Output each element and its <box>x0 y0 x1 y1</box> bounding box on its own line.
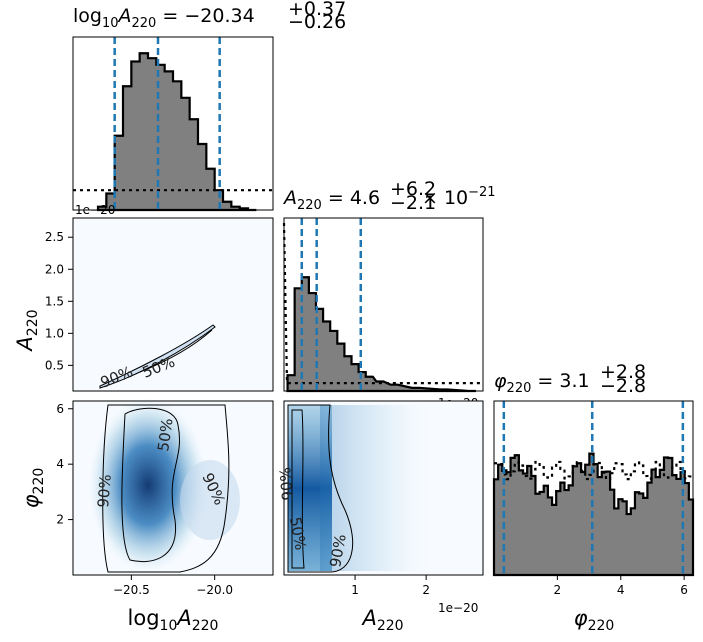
hist-posterior <box>96 52 257 212</box>
ytick-label-A220-2: 2.0 <box>45 262 64 276</box>
xtick-label-phi220-6: 6 <box>680 583 688 597</box>
panel5-offset: 1e−20 <box>438 601 478 615</box>
xtick-label-log10A220--20.5: −20.5 <box>113 583 150 597</box>
panel6-title: φ220 = 3.1 <box>494 370 590 396</box>
contour-label-90a: 90% <box>276 466 297 501</box>
panel-phi220-vs-log10A220: 90% 50% 90% 246 −20.5 −20.0 φ220 log10A22… <box>19 397 274 634</box>
xlabel-A220: A220 <box>360 606 403 634</box>
ytick-label-phi220-2: 2 <box>56 513 64 527</box>
ytick-label-A220-0.5: 0.5 <box>45 358 64 372</box>
xtick-label-phi220-2: 2 <box>554 583 562 597</box>
ytick-label-A220-1.5: 1.5 <box>45 294 64 308</box>
xtick-label-A220-1: 1 <box>351 583 359 597</box>
panel-A220-hist: 1e−20 A220 = 4.6 +6.2 −2.1 × 10−21 <box>282 178 496 410</box>
ytick-label-phi220-4: 4 <box>56 457 64 471</box>
panel-phi220-vs-A220: 90% 50% 90% 1 2 1e−20 A220 <box>276 400 484 634</box>
contour-50 <box>121 407 180 563</box>
contour-90 <box>287 404 354 573</box>
contour-label-90b: 90% <box>326 533 350 569</box>
ytick-label-A220-1: 1.0 <box>45 326 64 340</box>
ylabel-phi220: φ220 <box>19 468 47 509</box>
xlabel-phi220: φ220 <box>574 606 615 634</box>
panel3-title: A220 = 4.6 <box>282 187 380 213</box>
panel1-title-low: −0.26 <box>288 11 346 33</box>
panel-log10A220-hist: 1e−20 log10A220 = −20.34 +0.37 −0.26 <box>72 0 346 217</box>
panel1-title-sup: +0.37 <box>288 0 346 20</box>
panel3-title-sup: +6.2 <box>390 178 436 200</box>
panel-A220-vs-log10A220: 90% 50% 0.51.01.52.02.5 A220 <box>13 217 274 392</box>
contour-label-50: 50% <box>286 516 310 552</box>
panel3-title-low: −2.1 <box>390 192 436 214</box>
hist-posterior <box>286 276 476 393</box>
panel-phi220-hist: 2 4 6 φ220 = 3.1 +2.8 −2.8 φ220 <box>492 361 695 634</box>
xlabel-log10A220: log10A220 <box>128 606 219 634</box>
contour-90 <box>102 404 230 573</box>
xtick-label-log10A220--20: −20.0 <box>196 583 233 597</box>
contour-label-50: 50% <box>154 417 176 453</box>
panel6-title-sup: +2.8 <box>600 361 646 383</box>
xtick-label-A220-2: 2 <box>422 583 430 597</box>
contour-label-90a: 90% <box>94 474 115 509</box>
contour-50 <box>291 409 305 569</box>
xtick-label-phi220-4: 4 <box>617 583 625 597</box>
ytick-label-A220-2.5: 2.5 <box>45 230 64 244</box>
contour-50 <box>139 329 213 373</box>
ytick-label-phi220-6: 6 <box>56 402 64 416</box>
prior-line <box>494 460 693 481</box>
ylabel-A220: A220 <box>13 309 41 352</box>
panel1-title: log10A220 = −20.34 <box>73 5 255 31</box>
panel6-title-low: −2.8 <box>600 375 646 397</box>
panel1-offset: 1e−20 <box>75 203 115 217</box>
panel3-title-tail: × 10−21 <box>422 185 496 209</box>
